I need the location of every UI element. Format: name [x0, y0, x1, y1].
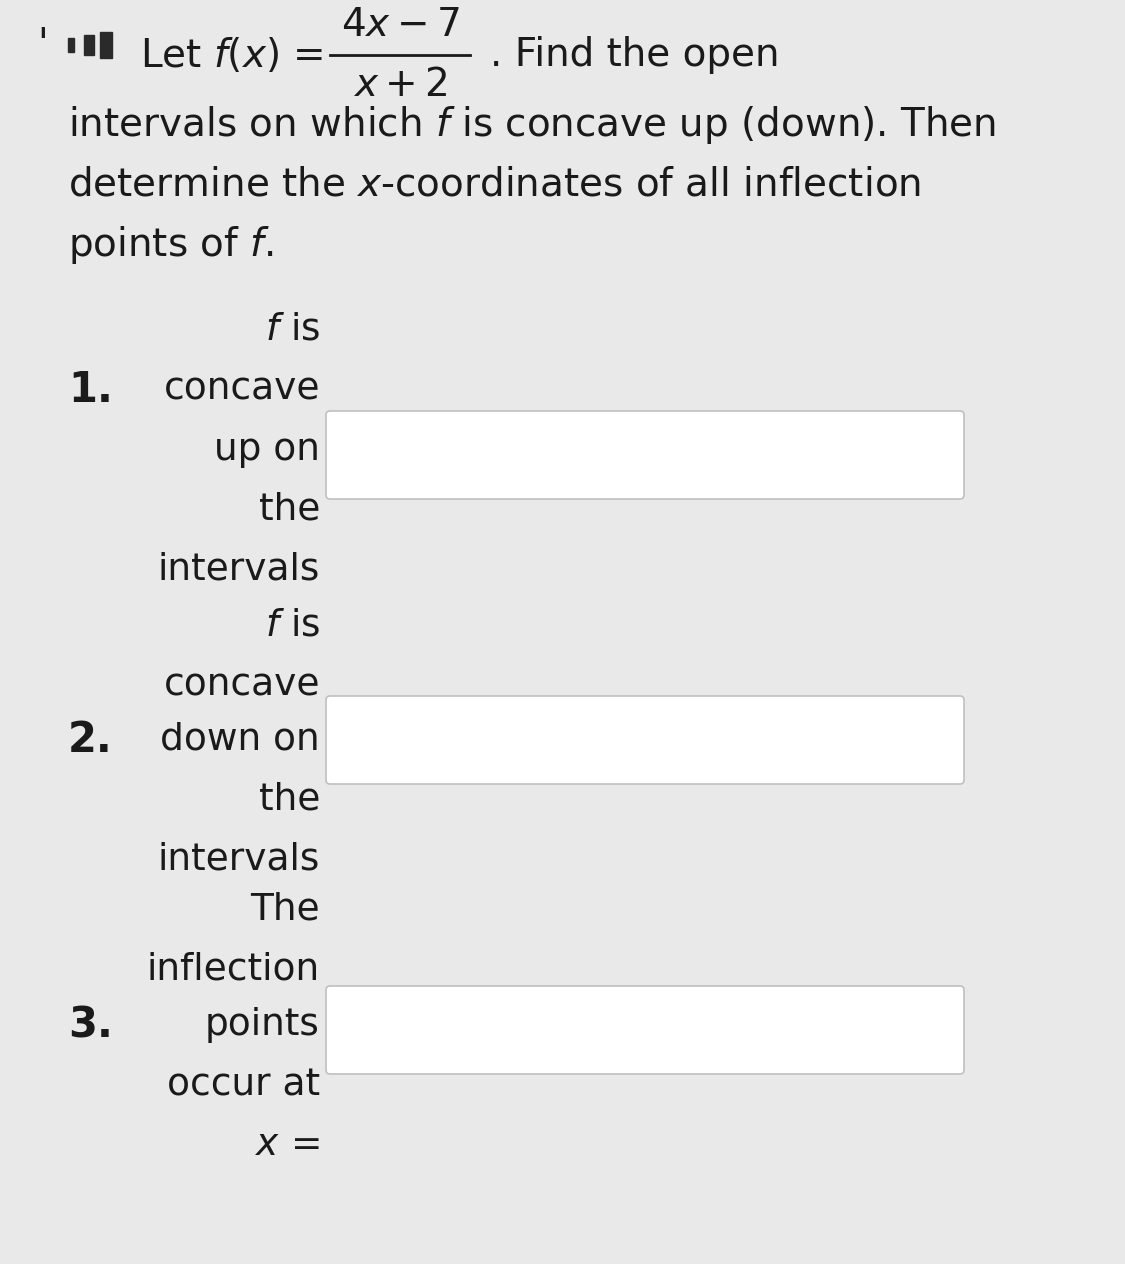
Text: the: the — [259, 782, 319, 818]
Text: The: The — [251, 892, 320, 928]
FancyBboxPatch shape — [326, 986, 964, 1074]
Text: 3.: 3. — [68, 1004, 112, 1047]
Text: points: points — [205, 1007, 320, 1043]
Text: intervals: intervals — [158, 552, 320, 588]
Text: ': ' — [37, 27, 48, 64]
Text: concave: concave — [163, 667, 320, 703]
Text: points of $f$.: points of $f$. — [68, 224, 273, 265]
Text: up on: up on — [214, 432, 320, 468]
Text: . Find the open: . Find the open — [490, 35, 780, 75]
FancyBboxPatch shape — [326, 696, 964, 784]
Text: $x$ =: $x$ = — [255, 1127, 319, 1163]
Text: intervals: intervals — [158, 842, 320, 878]
Text: $4x - 7$: $4x - 7$ — [341, 6, 459, 44]
Bar — [68, 38, 74, 52]
Text: Let $f(x)$ =: Let $f(x)$ = — [140, 35, 323, 75]
Text: $f$ is: $f$ is — [264, 312, 320, 348]
Text: down on: down on — [161, 722, 320, 758]
Text: $f$ is: $f$ is — [264, 607, 320, 643]
Text: intervals on which $f$ is concave up (down). Then: intervals on which $f$ is concave up (do… — [68, 104, 996, 147]
Bar — [100, 32, 113, 58]
Text: inflection: inflection — [147, 952, 320, 988]
Bar — [84, 35, 95, 56]
Text: the: the — [259, 492, 319, 528]
Text: $x + 2$: $x + 2$ — [353, 66, 448, 104]
Text: occur at: occur at — [166, 1067, 320, 1103]
Text: determine the $x$-coordinates of all inflection: determine the $x$-coordinates of all inf… — [68, 166, 921, 204]
FancyBboxPatch shape — [326, 411, 964, 499]
Text: concave: concave — [163, 372, 320, 408]
Text: 1.: 1. — [68, 369, 112, 411]
Text: 2.: 2. — [68, 719, 112, 761]
